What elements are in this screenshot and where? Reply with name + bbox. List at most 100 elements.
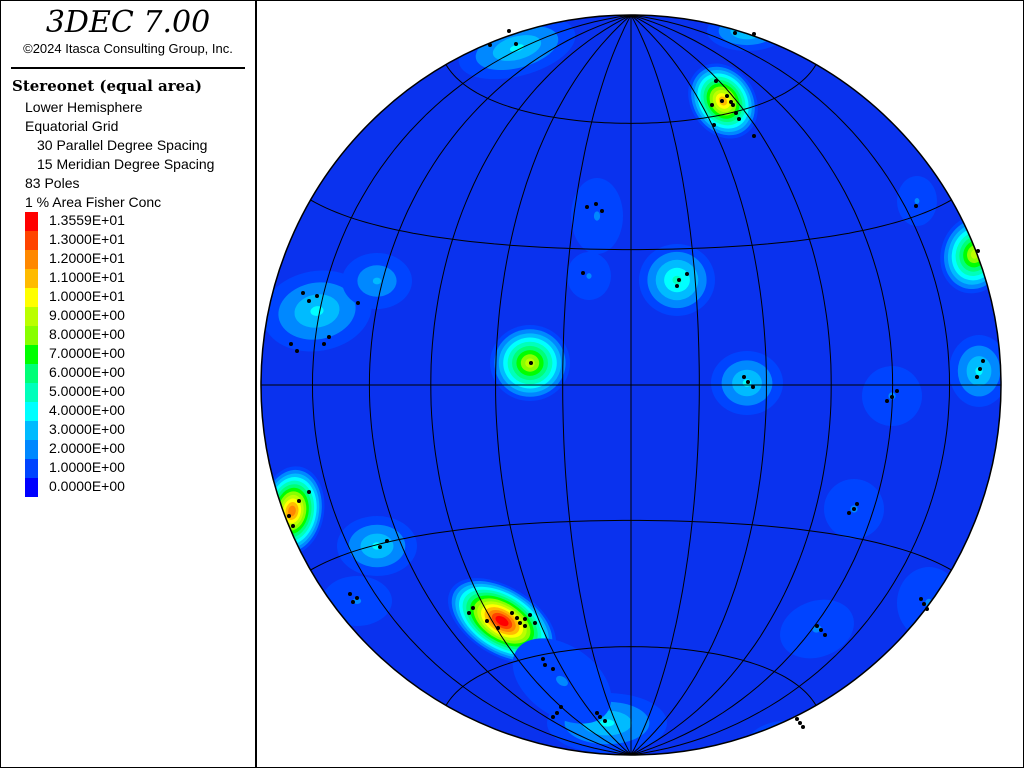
pole-point — [355, 596, 359, 600]
scale-label: 1.0000E+01 — [49, 288, 125, 304]
scale-swatch — [25, 478, 38, 497]
concentration-method-label: 1 % Area Fisher Conc — [25, 194, 162, 210]
pole-point — [819, 628, 823, 632]
primitive-circle — [260, 14, 1002, 756]
pole-count-label: 83 Poles — [25, 175, 80, 191]
pole-point — [518, 621, 522, 625]
pole-point — [551, 667, 555, 671]
pole-point — [731, 103, 735, 107]
pole-point — [725, 94, 729, 98]
pole-point — [823, 633, 827, 637]
pole-point — [890, 395, 894, 399]
pole-point — [523, 617, 527, 621]
contour-band — [372, 277, 382, 285]
pole-point — [295, 349, 299, 353]
scale-label: 8.0000E+00 — [49, 326, 125, 342]
scale-swatch — [25, 269, 38, 288]
contour-band — [914, 198, 920, 204]
scale-swatch — [25, 288, 38, 307]
scale-label: 7.0000E+00 — [49, 345, 125, 361]
pole-point — [714, 79, 718, 83]
pole-point — [914, 204, 918, 208]
pole-point — [677, 278, 681, 282]
pole-point — [981, 359, 985, 363]
pole-point — [795, 717, 799, 721]
contour-band — [747, 720, 837, 755]
scale-swatch — [25, 307, 38, 326]
pole-point — [922, 602, 926, 606]
pole-point — [675, 284, 679, 288]
legend-divider — [11, 67, 245, 69]
scale-swatch — [25, 440, 38, 459]
contour-band — [288, 505, 296, 517]
pole-point — [348, 592, 352, 596]
scale-swatch — [25, 421, 38, 440]
pole-point — [895, 389, 899, 393]
pole-point — [529, 361, 533, 365]
app-title: 3DEC 7.00 — [45, 5, 211, 40]
pole-point — [729, 100, 733, 104]
scale-label: 1.3559E+01 — [49, 212, 125, 228]
hemisphere-label: Lower Hemisphere — [25, 99, 143, 115]
parallel-spacing-label: 30 Parallel Degree Spacing — [37, 137, 208, 153]
pole-point — [351, 600, 355, 604]
pole-point — [515, 616, 519, 620]
pole-point — [581, 271, 585, 275]
scale-swatch — [25, 345, 38, 364]
pole-point — [378, 545, 382, 549]
contour-band — [495, 615, 509, 627]
pole-point — [752, 134, 756, 138]
contour-band — [556, 675, 568, 687]
pole-point — [737, 117, 741, 121]
pole-point — [385, 539, 389, 543]
pole-point — [712, 123, 716, 127]
legend-panel: 3DEC 7.00 ©2024 Itasca Consulting Group,… — [1, 1, 257, 767]
pole-point — [322, 342, 326, 346]
pole-point — [742, 375, 746, 379]
pole-point — [733, 31, 737, 35]
pole-point — [543, 663, 547, 667]
scale-label: 2.0000E+00 — [49, 440, 125, 456]
pole-point — [291, 524, 295, 528]
pole-point — [751, 385, 755, 389]
pole-point — [496, 626, 500, 630]
scale-label: 9.0000E+00 — [49, 307, 125, 323]
pole-point — [598, 715, 602, 719]
pole-point — [356, 301, 360, 305]
pole-point — [510, 611, 514, 615]
contour-band — [509, 44, 525, 52]
contour-band — [786, 741, 798, 747]
pole-point — [734, 111, 738, 115]
pole-point — [585, 205, 589, 209]
scale-label: 1.0000E+00 — [49, 459, 125, 475]
pole-point — [541, 657, 545, 661]
equatorial-grid — [261, 15, 1001, 755]
pole-point — [855, 502, 859, 506]
pole-point — [847, 511, 851, 515]
pole-point — [514, 42, 518, 46]
grid-type-label: Equatorial Grid — [25, 118, 119, 134]
pole-point — [919, 597, 923, 601]
contour-band — [593, 211, 601, 221]
meridian-spacing-label: 15 Meridian Degree Spacing — [37, 156, 215, 172]
scale-swatch — [25, 250, 38, 269]
pole-point — [975, 375, 979, 379]
pole-point — [885, 399, 889, 403]
pole-point — [488, 43, 492, 47]
scale-label: 0.0000E+00 — [49, 478, 125, 494]
contour-band — [586, 273, 592, 279]
pole-point — [798, 721, 802, 725]
pole-point — [315, 294, 319, 298]
scale-swatch — [25, 364, 38, 383]
pole-point — [852, 507, 856, 511]
pole-point — [555, 711, 559, 715]
pole-point — [710, 103, 714, 107]
pole-point — [471, 606, 475, 610]
scale-swatch — [25, 212, 38, 231]
pole-point — [301, 291, 305, 295]
plot-title: Stereonet (equal area) — [12, 77, 203, 95]
pole-point — [287, 514, 291, 518]
pole-point — [307, 299, 311, 303]
pole-point — [559, 705, 563, 709]
pole-point — [485, 619, 489, 623]
